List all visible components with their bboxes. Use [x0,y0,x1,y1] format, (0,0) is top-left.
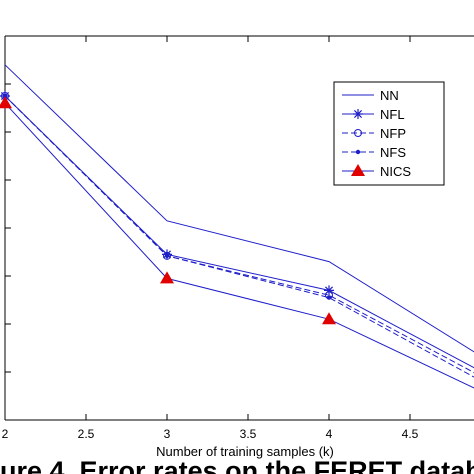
x-axis-label: Number of training samples (k) [156,444,334,459]
nfl-star-marker [324,285,334,296]
x-tick-label: 4 [326,427,333,441]
x-tick-label: 2 [2,427,9,441]
legend-label: NFS [380,145,406,160]
nics-triangle-marker [351,164,365,176]
series-line-nn [4,64,474,353]
nfl-star-marker [353,109,363,119]
nfs-dot-marker [2,93,8,99]
x-tick-label: 4.5 [402,427,419,441]
legend-label: NICS [380,164,411,179]
series-line-nfs [4,95,474,378]
series-nn [4,64,474,353]
nics-triangle-marker [322,312,336,325]
nfs-dot-marker [164,253,170,259]
series-nfs [2,93,474,378]
nfp-circle-marker [354,129,362,137]
nics-triangle-marker [0,96,12,109]
x-tick-label: 3.5 [240,427,257,441]
nics-triangle-marker [160,271,174,284]
x-tick-label: 2.5 [78,427,95,441]
legend-label: NN [380,88,399,103]
chart-series [0,64,474,389]
plot-axes: 2 2.5 3 3.5 4 4.5 [2,35,474,441]
nfs-dot-marker [326,295,332,300]
chart-legend: NN NFL NFP NFS NICS [333,81,445,186]
nfs-dot-marker [355,149,361,155]
x-tick-label: 3 [164,427,171,441]
legend-label: NFL [380,107,405,122]
series-line-nics [4,102,474,389]
series-line-nfl [4,95,474,369]
legend-label: NFP [380,126,406,141]
series-nics [0,96,474,389]
figure-caption: ure 4. Error rates on the FERET datab [0,456,474,474]
nfp-circle-marker [163,251,171,260]
